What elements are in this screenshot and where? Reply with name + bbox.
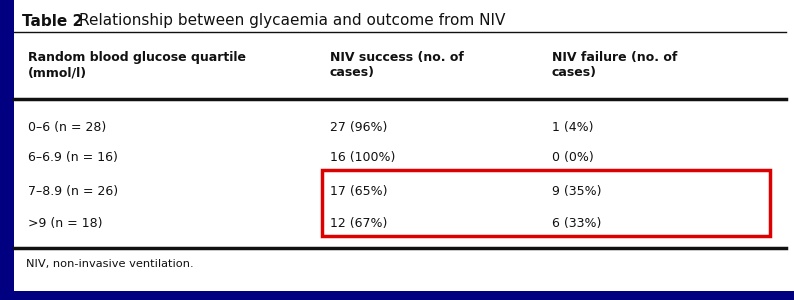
Bar bbox=[322, 169, 770, 236]
Text: NIV failure (no. of
cases): NIV failure (no. of cases) bbox=[552, 51, 677, 79]
Bar bbox=[0, 0, 14, 300]
Text: 6–6.9 (n = 16): 6–6.9 (n = 16) bbox=[28, 152, 118, 164]
Bar bbox=[0, 291, 794, 300]
Text: 0 (0%): 0 (0%) bbox=[552, 152, 594, 164]
Text: Random blood glucose quartile
(mmol/l): Random blood glucose quartile (mmol/l) bbox=[28, 51, 246, 79]
Text: 7–8.9 (n = 26): 7–8.9 (n = 26) bbox=[28, 184, 118, 197]
Text: 9 (35%): 9 (35%) bbox=[552, 184, 601, 197]
Text: 17 (65%): 17 (65%) bbox=[330, 184, 387, 197]
Text: NIV, non-invasive ventilation.: NIV, non-invasive ventilation. bbox=[26, 260, 194, 269]
Text: 1 (4%): 1 (4%) bbox=[552, 122, 593, 134]
Text: 12 (67%): 12 (67%) bbox=[330, 218, 387, 230]
Text: NIV success (no. of
cases): NIV success (no. of cases) bbox=[330, 51, 464, 79]
Text: 27 (96%): 27 (96%) bbox=[330, 122, 387, 134]
Text: Table 2: Table 2 bbox=[22, 14, 83, 28]
Text: 6 (33%): 6 (33%) bbox=[552, 218, 601, 230]
Text: 16 (100%): 16 (100%) bbox=[330, 152, 395, 164]
Text: 0–6 (n = 28): 0–6 (n = 28) bbox=[28, 122, 106, 134]
Text: Relationship between glycaemia and outcome from NIV: Relationship between glycaemia and outco… bbox=[79, 14, 506, 28]
Text: >9 (n = 18): >9 (n = 18) bbox=[28, 218, 102, 230]
